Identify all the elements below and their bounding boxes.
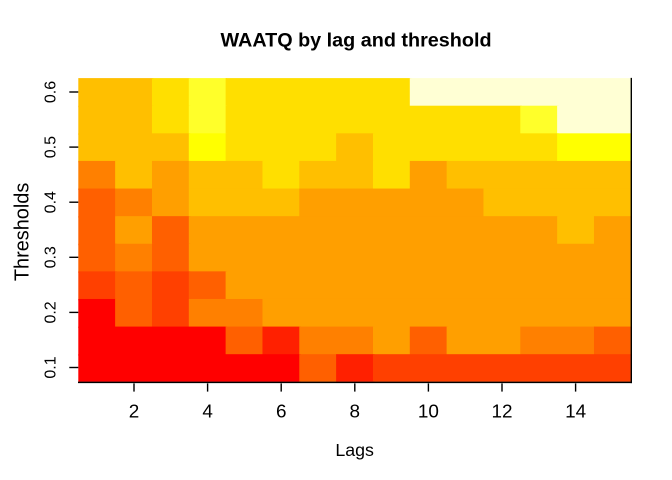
svg-text:12: 12 [491, 401, 512, 422]
svg-text:0.1: 0.1 [43, 356, 60, 378]
svg-text:0.6: 0.6 [43, 81, 60, 103]
svg-text:2: 2 [129, 401, 140, 422]
svg-text:8: 8 [350, 401, 361, 422]
svg-text:Thresholds: Thresholds [12, 183, 34, 281]
svg-text:WAATQ by lag and threshold: WAATQ by lag and threshold [220, 30, 491, 52]
svg-text:14: 14 [565, 401, 586, 422]
svg-text:0.5: 0.5 [43, 136, 60, 158]
svg-text:6: 6 [276, 401, 287, 422]
svg-text:4: 4 [202, 401, 213, 422]
svg-text:0.4: 0.4 [43, 191, 60, 213]
svg-text:Lags: Lags [335, 440, 374, 460]
svg-text:10: 10 [418, 401, 439, 422]
svg-text:0.3: 0.3 [43, 246, 60, 268]
svg-text:0.2: 0.2 [43, 301, 60, 323]
